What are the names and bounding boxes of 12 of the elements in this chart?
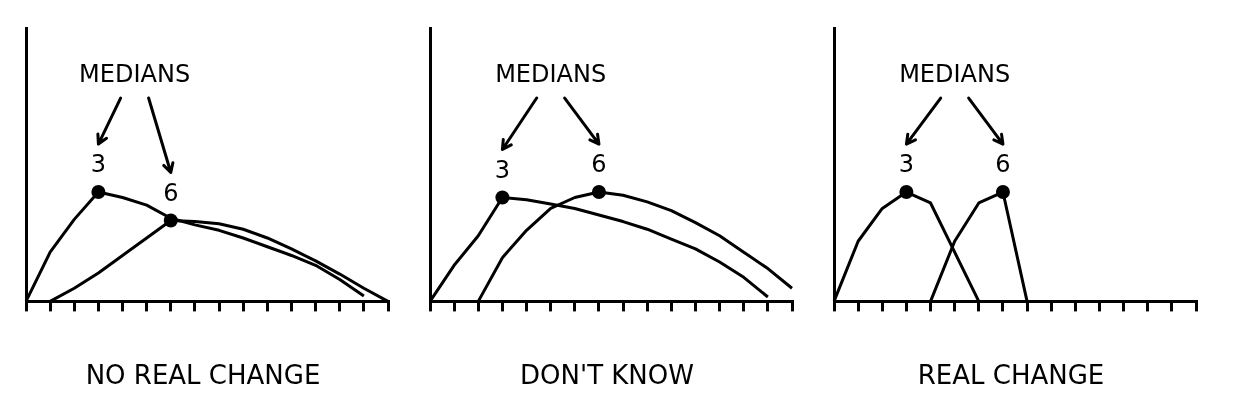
text: REAL CHANGE xyxy=(917,360,1105,391)
annotation: 6 xyxy=(163,178,179,207)
text: 3 xyxy=(90,150,107,179)
text: 3 xyxy=(898,150,915,179)
text: MEDIANS xyxy=(899,60,1011,89)
text: 6 xyxy=(591,150,607,179)
text: MEDIANS xyxy=(79,60,191,89)
text: 3 xyxy=(494,155,511,184)
text: MEDIANS xyxy=(495,60,607,89)
text: NO REAL CHANGE xyxy=(85,360,321,391)
text: 6 xyxy=(995,150,1011,179)
text: DON'T KNOW xyxy=(520,360,694,391)
